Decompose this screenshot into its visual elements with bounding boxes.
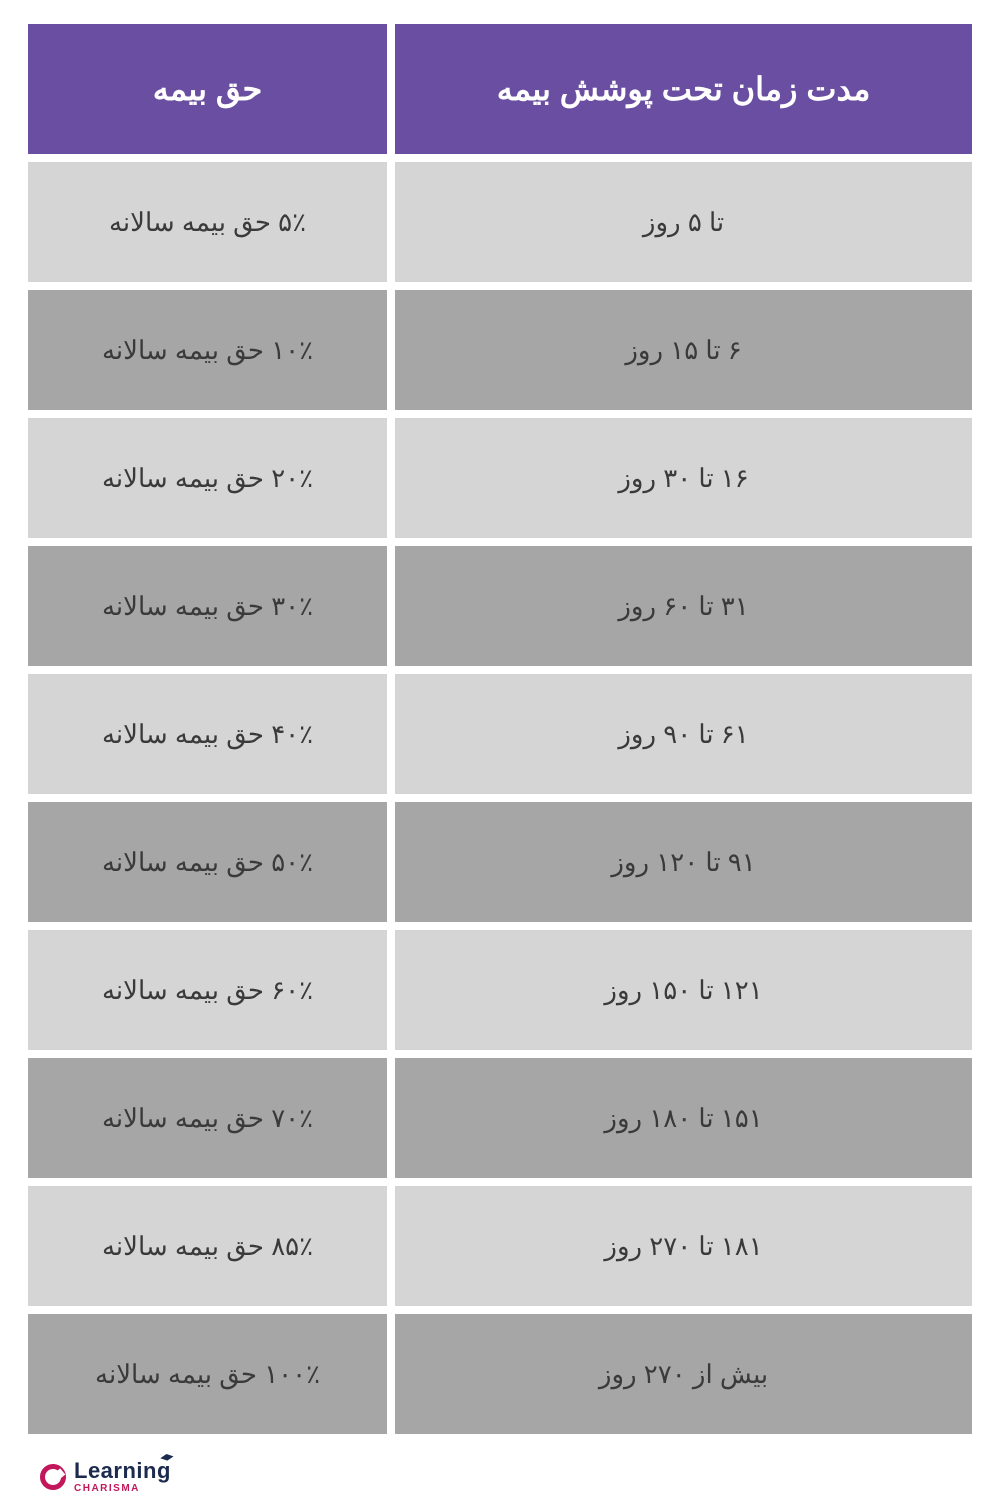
cell-premium: ۱۰٪ حق بیمه سالانه — [28, 290, 387, 410]
col-header-premium: حق بیمه — [28, 24, 387, 154]
table-row: ۱۶ تا ۳۰ روز ۲۰٪ حق بیمه سالانه — [28, 418, 972, 538]
cell-premium: ۳۰٪ حق بیمه سالانه — [28, 546, 387, 666]
table-row: بیش از ۲۷۰ روز ۱۰۰٪ حق بیمه سالانه — [28, 1314, 972, 1434]
cell-premium: ۶۰٪ حق بیمه سالانه — [28, 930, 387, 1050]
cell-duration: ۹۱ تا ۱۲۰ روز — [395, 802, 972, 922]
cell-duration: ۶ تا ۱۵ روز — [395, 290, 972, 410]
cell-premium: ۸۵٪ حق بیمه سالانه — [28, 1186, 387, 1306]
table-row: ۶ تا ۱۵ روز ۱۰٪ حق بیمه سالانه — [28, 290, 972, 410]
cell-premium: ۴۰٪ حق بیمه سالانه — [28, 674, 387, 794]
cell-premium: ۵٪ حق بیمه سالانه — [28, 162, 387, 282]
logo-sub-text: CHARISMA — [74, 1484, 171, 1494]
col-header-duration: مدت زمان تحت پوشش بیمه — [395, 24, 972, 154]
table-body: تا ۵ روز ۵٪ حق بیمه سالانه ۶ تا ۱۵ روز ۱… — [28, 162, 972, 1434]
table-row: ۱۲۱ تا ۱۵۰ روز ۶۰٪ حق بیمه سالانه — [28, 930, 972, 1050]
table-row: ۳۱ تا ۶۰ روز ۳۰٪ حق بیمه سالانه — [28, 546, 972, 666]
cell-duration: بیش از ۲۷۰ روز — [395, 1314, 972, 1434]
cell-duration: ۱۵۱ تا ۱۸۰ روز — [395, 1058, 972, 1178]
brand-logo: Learning CHARISMA — [0, 1442, 1000, 1494]
table-header-row: مدت زمان تحت پوشش بیمه حق بیمه — [28, 24, 972, 154]
cell-premium: ۵۰٪ حق بیمه سالانه — [28, 802, 387, 922]
cell-duration: تا ۵ روز — [395, 162, 972, 282]
cell-premium: ۱۰۰٪ حق بیمه سالانه — [28, 1314, 387, 1434]
cell-duration: ۱۶ تا ۳۰ روز — [395, 418, 972, 538]
table-row: ۱۵۱ تا ۱۸۰ روز ۷۰٪ حق بیمه سالانه — [28, 1058, 972, 1178]
cell-premium: ۲۰٪ حق بیمه سالانه — [28, 418, 387, 538]
cell-duration: ۱۸۱ تا ۲۷۰ روز — [395, 1186, 972, 1306]
logo-ring-icon — [35, 1459, 72, 1495]
table-row: ۹۱ تا ۱۲۰ روز ۵۰٪ حق بیمه سالانه — [28, 802, 972, 922]
logo-text-block: Learning CHARISMA — [74, 1460, 171, 1494]
logo-main-text: Learning — [74, 1460, 171, 1482]
logo-main-label: Learning — [74, 1458, 171, 1483]
insurance-premium-table: مدت زمان تحت پوشش بیمه حق بیمه تا ۵ روز … — [20, 16, 980, 1442]
table-row: ۶۱ تا ۹۰ روز ۴۰٪ حق بیمه سالانه — [28, 674, 972, 794]
cell-duration: ۳۱ تا ۶۰ روز — [395, 546, 972, 666]
cell-duration: ۶۱ تا ۹۰ روز — [395, 674, 972, 794]
cell-duration: ۱۲۱ تا ۱۵۰ روز — [395, 930, 972, 1050]
table-row: تا ۵ روز ۵٪ حق بیمه سالانه — [28, 162, 972, 282]
table-row: ۱۸۱ تا ۲۷۰ روز ۸۵٪ حق بیمه سالانه — [28, 1186, 972, 1306]
graduation-cap-icon — [159, 1453, 174, 1463]
cell-premium: ۷۰٪ حق بیمه سالانه — [28, 1058, 387, 1178]
